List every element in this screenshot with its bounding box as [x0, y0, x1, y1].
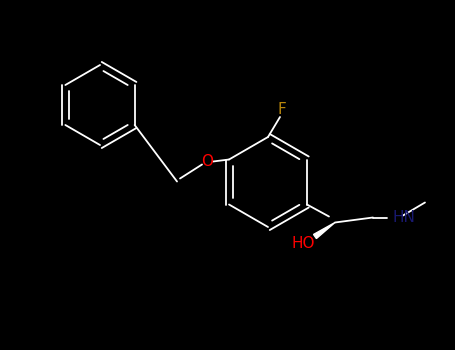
Text: HO: HO [291, 236, 315, 251]
Text: F: F [278, 102, 286, 117]
Text: HN: HN [393, 210, 416, 225]
Polygon shape [313, 223, 335, 239]
Text: O: O [201, 154, 213, 169]
